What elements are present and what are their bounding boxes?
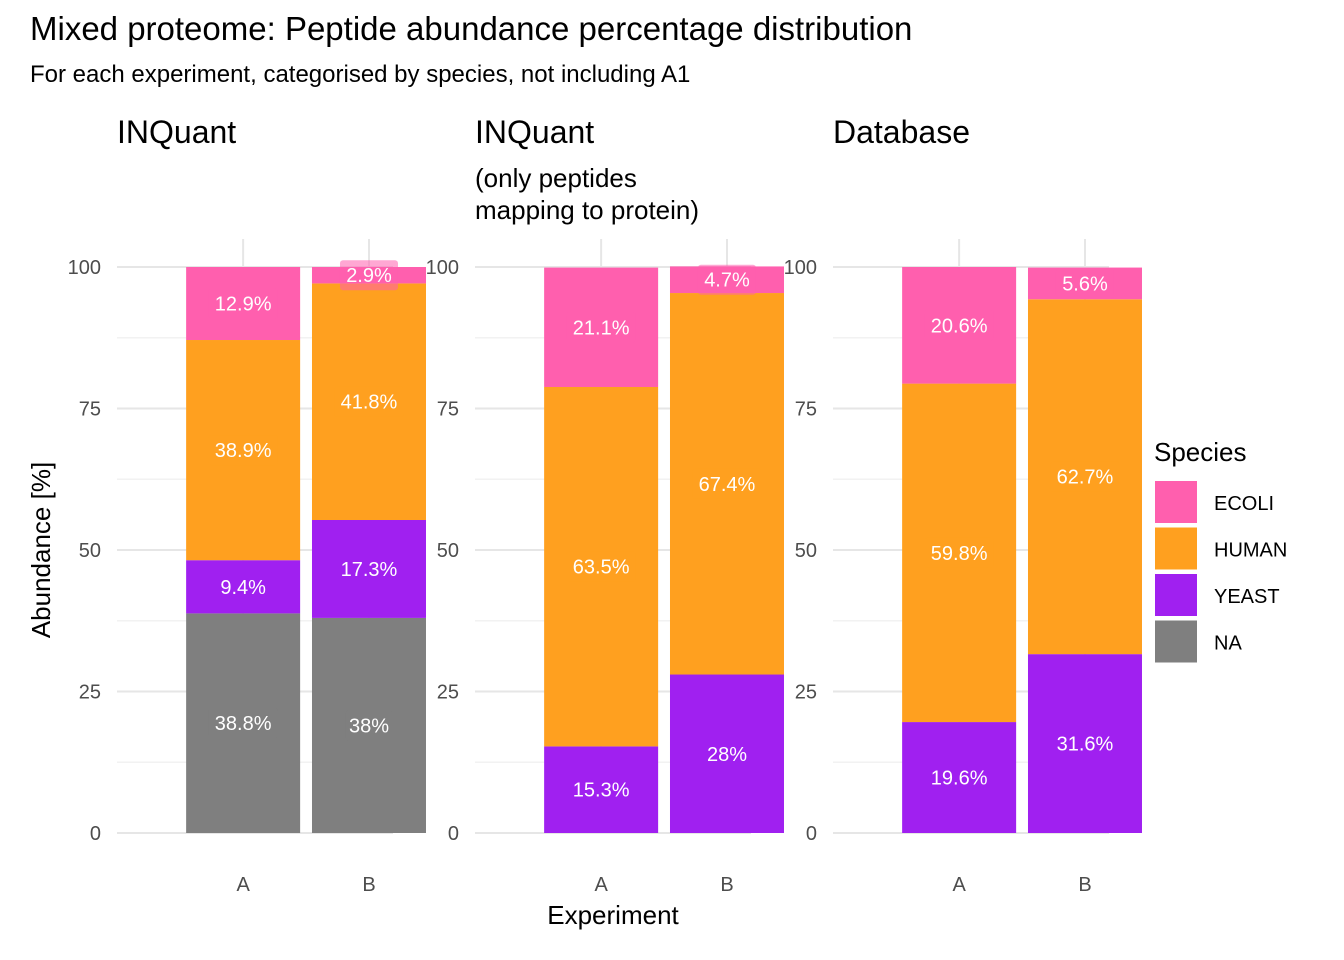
x-tick-label: B [1078, 874, 1091, 896]
y-tick-label: 0 [448, 823, 459, 845]
bar-label: 62.7% [1057, 467, 1114, 489]
bar-label: 5.6% [1062, 273, 1108, 295]
bar-label-bg [214, 571, 273, 602]
legend-label: NA [1214, 633, 1242, 655]
panel-title: Database [833, 114, 970, 150]
bar-label-bg [566, 551, 636, 582]
bar-label: 2.9% [346, 265, 392, 287]
x-tick-label: A [594, 874, 608, 896]
y-tick-label: 75 [79, 399, 101, 421]
panel-subtitle: (only peptides [475, 163, 637, 193]
bar-label: 63.5% [573, 557, 630, 579]
bar-label: 38% [349, 715, 389, 737]
bar-label: 12.9% [215, 294, 272, 316]
bar-label-bg [339, 260, 398, 291]
legend-key-na [1155, 620, 1197, 663]
x-tick-label: A [952, 874, 966, 896]
bar-label-bg [1050, 461, 1120, 492]
bar-label: 4.7% [704, 270, 750, 292]
bar-label: 15.3% [573, 780, 630, 802]
y-tick-label: 100 [784, 257, 817, 279]
bar-label-bg [692, 468, 762, 499]
bar-label-bg [697, 264, 756, 295]
x-axis-title: Experiment [547, 900, 679, 930]
y-tick-label: 25 [437, 682, 459, 704]
legend-label: YEAST [1214, 586, 1280, 608]
bar-label-bg [924, 310, 994, 341]
chart-subtitle: For each experiment, categorised by spec… [30, 61, 690, 88]
panel-title: INQuant [475, 114, 594, 150]
y-tick-label: 75 [795, 399, 817, 421]
legend-key-ecoli [1155, 481, 1197, 523]
bar-label: 31.6% [1057, 734, 1114, 756]
legend-label: HUMAN [1214, 540, 1287, 562]
bar-label-bg [1050, 728, 1120, 759]
y-tick-label: 50 [79, 540, 101, 562]
y-tick-label: 75 [437, 399, 459, 421]
bar-label: 21.1% [573, 317, 630, 339]
bar-label: 41.8% [341, 392, 398, 414]
legend-label: ECOLI [1214, 493, 1274, 515]
y-tick-label: 100 [426, 257, 459, 279]
bar-label-bg [334, 553, 404, 584]
y-axis-title: Abundance [%] [26, 462, 56, 638]
bar-label-bg [208, 708, 278, 739]
bar-label: 67.4% [699, 474, 756, 496]
bar-label: 38.8% [215, 713, 272, 735]
x-tick-label: B [720, 874, 733, 896]
chart-title: Mixed proteome: Peptide abundance percen… [30, 10, 912, 47]
bar-label: 17.3% [341, 559, 398, 581]
y-tick-label: 50 [437, 540, 459, 562]
bar-label-bg [334, 386, 404, 417]
bar-label: 9.4% [220, 577, 266, 599]
bar-label: 20.6% [931, 315, 988, 337]
x-tick-label: A [236, 874, 250, 896]
bar-label-bg [703, 738, 751, 769]
panel-title: INQuant [117, 114, 236, 150]
bar-label-bg [924, 762, 994, 793]
y-tick-label: 0 [90, 823, 101, 845]
panel-subtitle: mapping to protein) [475, 195, 699, 225]
bar-label: 19.6% [931, 768, 988, 790]
bar-label-bg [924, 537, 994, 568]
y-tick-label: 0 [806, 823, 817, 845]
y-tick-label: 25 [79, 682, 101, 704]
bar-label-bg [566, 312, 636, 343]
bar-label-bg [345, 710, 393, 741]
x-tick-label: B [362, 874, 375, 896]
legend-title: Species [1154, 437, 1247, 467]
bar-label-bg [208, 288, 278, 319]
bar-label: 59.8% [931, 543, 988, 565]
bar-label-bg [1055, 268, 1114, 299]
legend-key-human [1155, 527, 1197, 570]
y-tick-label: 25 [795, 682, 817, 704]
y-tick-label: 100 [68, 257, 101, 279]
bar-label: 28% [707, 744, 747, 766]
bar-label: 38.9% [215, 440, 272, 462]
y-tick-label: 50 [795, 540, 817, 562]
bar-label-bg [208, 435, 278, 466]
bar-label-bg [566, 774, 636, 805]
legend-key-yeast [1155, 574, 1197, 616]
